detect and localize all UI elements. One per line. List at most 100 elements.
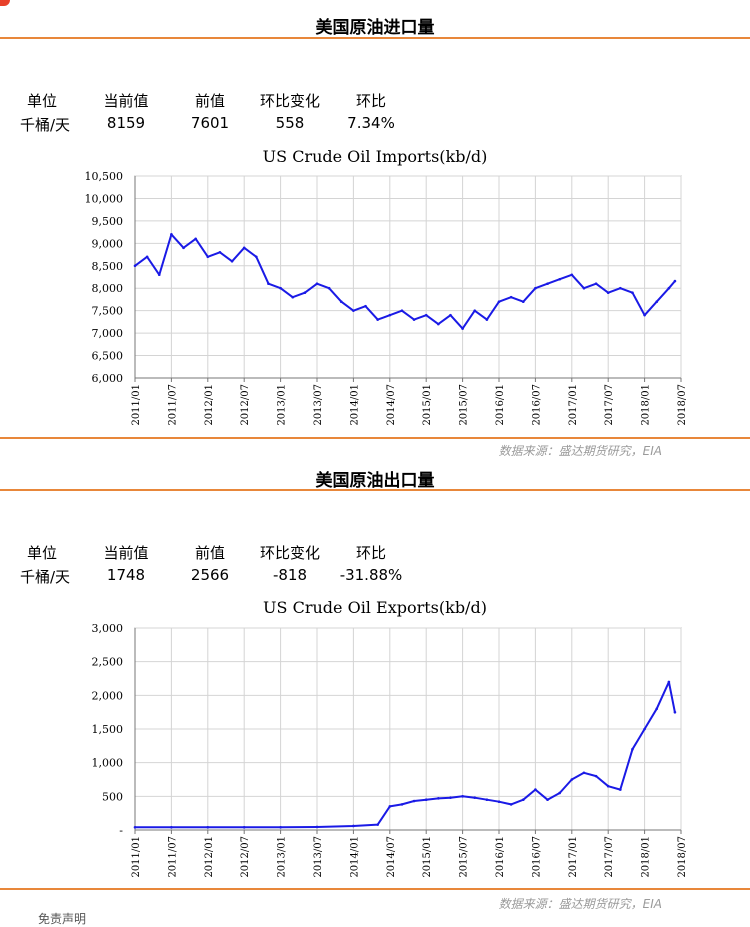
imports-bottom-rule	[0, 437, 750, 439]
imports-y-tick-label: 7,000	[92, 327, 124, 340]
exports-data-point	[594, 774, 598, 778]
imports-x-tick-label: 2017/01	[568, 384, 579, 426]
exports-y-tick-label: 500	[102, 790, 123, 803]
exports-data-point	[133, 826, 137, 829]
imports-data-point	[291, 295, 295, 299]
imports-data-point	[255, 255, 258, 259]
imports-x-tick-label: 2018/07	[677, 384, 688, 426]
header-current: 当前值	[103, 92, 149, 110]
imports-source-note: 数据来源：盛达期货研究，EIA	[498, 444, 662, 458]
imports-x-tick-label: 2016/01	[495, 384, 506, 426]
exports-x-tick-label: 2013/01	[277, 836, 288, 878]
imports-x-tick-label: 2014/07	[386, 384, 397, 426]
exports-y-tick-label: 2,500	[92, 656, 124, 669]
header-previous: 前值	[194, 92, 225, 110]
imports-y-tick-label: 6,000	[92, 372, 124, 385]
header-unit: 单位	[26, 544, 57, 562]
value-previous: 7601	[190, 114, 230, 132]
value-pct: -31.88%	[339, 566, 403, 584]
value-current: 8159	[106, 114, 146, 132]
imports-data-point	[194, 237, 197, 241]
imports-data-point	[327, 286, 331, 290]
exports-table-value-row: 千桶/天 1748 2566 -818 -31.88%	[0, 566, 420, 590]
imports-data-point	[145, 255, 149, 259]
imports-data-point	[400, 309, 404, 312]
corner-mark	[0, 0, 10, 6]
imports-data-point	[242, 246, 246, 250]
imports-data-point	[182, 246, 185, 250]
value-change: 558	[275, 114, 305, 132]
exports-data-point	[279, 826, 282, 829]
exports-data-point	[558, 791, 561, 795]
imports-y-tick-label: 9,000	[92, 237, 124, 250]
exports-data-point	[206, 826, 210, 829]
imports-data-point	[364, 304, 367, 308]
imports-x-tick-label: 2013/07	[313, 384, 324, 426]
exports-data-point	[619, 788, 622, 791]
exports-data-point	[473, 796, 477, 799]
exports-x-tick-label: 2017/01	[568, 836, 579, 878]
exports-data-point	[400, 803, 404, 806]
imports-data-point	[655, 300, 659, 303]
exports-data-point	[534, 788, 537, 791]
imports-data-point	[133, 264, 137, 268]
imports-data-point	[619, 286, 622, 290]
imports-x-tick-label: 2011/07	[167, 384, 178, 426]
imports-top-rule	[0, 37, 750, 39]
exports-x-tick-label: 2011/07	[167, 836, 178, 878]
imports-data-point	[509, 295, 513, 299]
imports-data-point	[157, 273, 161, 277]
header-pct: 环比	[355, 544, 386, 562]
exports-data-point	[497, 800, 501, 804]
imports-data-point	[667, 286, 671, 290]
exports-x-tick-label: 2015/07	[459, 836, 470, 878]
imports-data-point	[485, 318, 489, 321]
exports-data-point	[352, 824, 355, 828]
header-unit: 单位	[26, 92, 57, 110]
header-change: 环比变化	[259, 544, 320, 562]
exports-x-tick-label: 2014/01	[349, 836, 360, 878]
value-previous: 2566	[190, 566, 230, 584]
imports-table-header-row: 单位 当前值 前值 环比变化 环比	[0, 90, 420, 114]
exports-data-point	[521, 798, 525, 801]
exports-x-tick-label: 2015/01	[422, 836, 433, 878]
exports-data-point	[424, 798, 428, 801]
exports-bottom-rule	[0, 888, 750, 890]
exports-data-point	[509, 803, 513, 806]
imports-y-tick-label: 9,500	[92, 215, 124, 228]
exports-data-point	[570, 778, 574, 781]
header-pct: 环比	[355, 92, 386, 110]
exports-summary-table: 单位 当前值 前值 环比变化 环比 千桶/天 1748 2566 -818 -3…	[0, 542, 420, 590]
imports-data-point	[437, 322, 440, 326]
exports-data-point	[461, 795, 464, 798]
imports-data-point	[546, 282, 549, 286]
imports-x-tick-label: 2011/01	[131, 384, 142, 426]
imports-x-tick-label: 2012/07	[240, 384, 251, 426]
exports-data-point	[315, 825, 319, 829]
exports-data-point	[655, 707, 659, 711]
value-change: -818	[272, 566, 308, 584]
exports-x-tick-label: 2013/07	[313, 836, 324, 878]
exports-data-point	[388, 805, 392, 808]
exports-y-tick-label: 2,000	[92, 689, 124, 702]
imports-data-point	[594, 282, 598, 286]
exports-data-point	[485, 798, 489, 801]
exports-x-tick-label: 2014/07	[386, 836, 397, 878]
imports-data-point	[534, 286, 537, 290]
exports-data-point	[170, 826, 173, 829]
imports-y-tick-label: 10,000	[85, 192, 124, 205]
exports-x-tick-label: 2012/07	[240, 836, 251, 878]
exports-x-tick-label: 2016/07	[531, 836, 542, 878]
imports-y-tick-label: 10,500	[85, 170, 124, 183]
imports-x-tick-label: 2018/01	[641, 384, 652, 426]
imports-data-point	[279, 286, 282, 290]
exports-chart: - 500 1,000 1,500 2,000 2,500 3,000 2011/01 2011…	[92, 622, 689, 878]
imports-data-point	[643, 313, 646, 317]
value-unit: 千桶/天	[19, 116, 71, 134]
exports-data-point	[412, 799, 416, 803]
imports-x-tick-label: 2014/01	[349, 384, 360, 426]
exports-y-tick-label: -	[119, 824, 123, 837]
header-current: 当前值	[103, 544, 149, 562]
imports-data-point	[606, 291, 610, 295]
imports-data-point	[497, 300, 501, 303]
